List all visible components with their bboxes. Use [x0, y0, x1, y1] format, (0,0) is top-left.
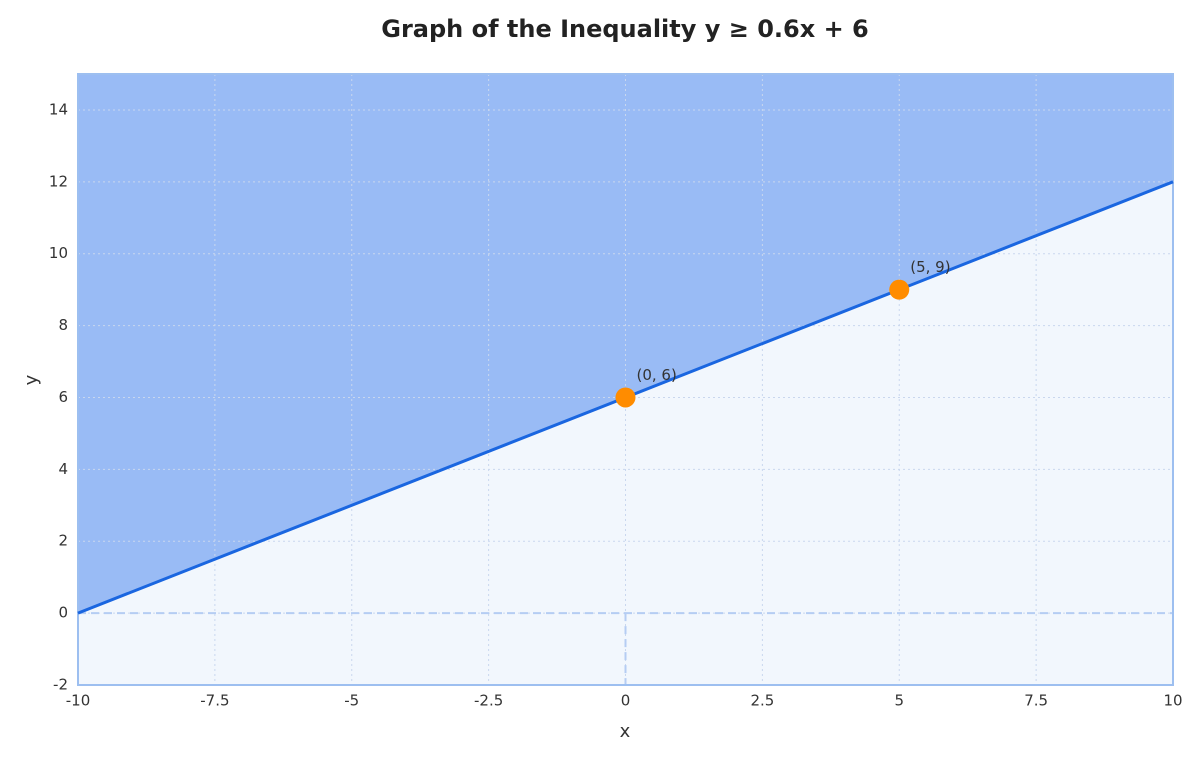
x-tick-label: -10: [66, 692, 91, 710]
x-tick-label: 0: [621, 692, 631, 710]
point: [615, 387, 636, 408]
shaded-region: [78, 74, 1173, 614]
chart-title: Graph of the Inequality y ≥ 0.6x + 6: [381, 15, 869, 43]
y-tick-label: 0: [58, 604, 68, 622]
y-tick-label: 6: [58, 388, 68, 406]
y-axis-label: y: [21, 374, 42, 385]
point: [889, 279, 910, 300]
y-tick-label: 10: [49, 244, 68, 262]
point-label: (0, 6): [637, 366, 677, 384]
plot-border: [77, 73, 1174, 686]
y-tick-label: 12: [49, 172, 68, 190]
x-tick-label: 10: [1163, 692, 1182, 710]
x-tick-label: 5: [894, 692, 904, 710]
y-tick-label: 4: [58, 460, 68, 478]
y-tick-label: -2: [53, 676, 68, 694]
y-tick-label: 8: [58, 316, 68, 334]
x-tick-label: -2.5: [474, 692, 503, 710]
x-axis-label: x: [620, 721, 631, 742]
y-tick-label: 14: [49, 100, 68, 118]
x-tick-label: -7.5: [200, 692, 229, 710]
x-tick-label: -5: [344, 692, 359, 710]
x-tick-label: 2.5: [750, 692, 774, 710]
y-tick-label: 2: [58, 532, 68, 550]
x-tick-label: 7.5: [1024, 692, 1048, 710]
point-label: (5, 9): [910, 258, 950, 276]
